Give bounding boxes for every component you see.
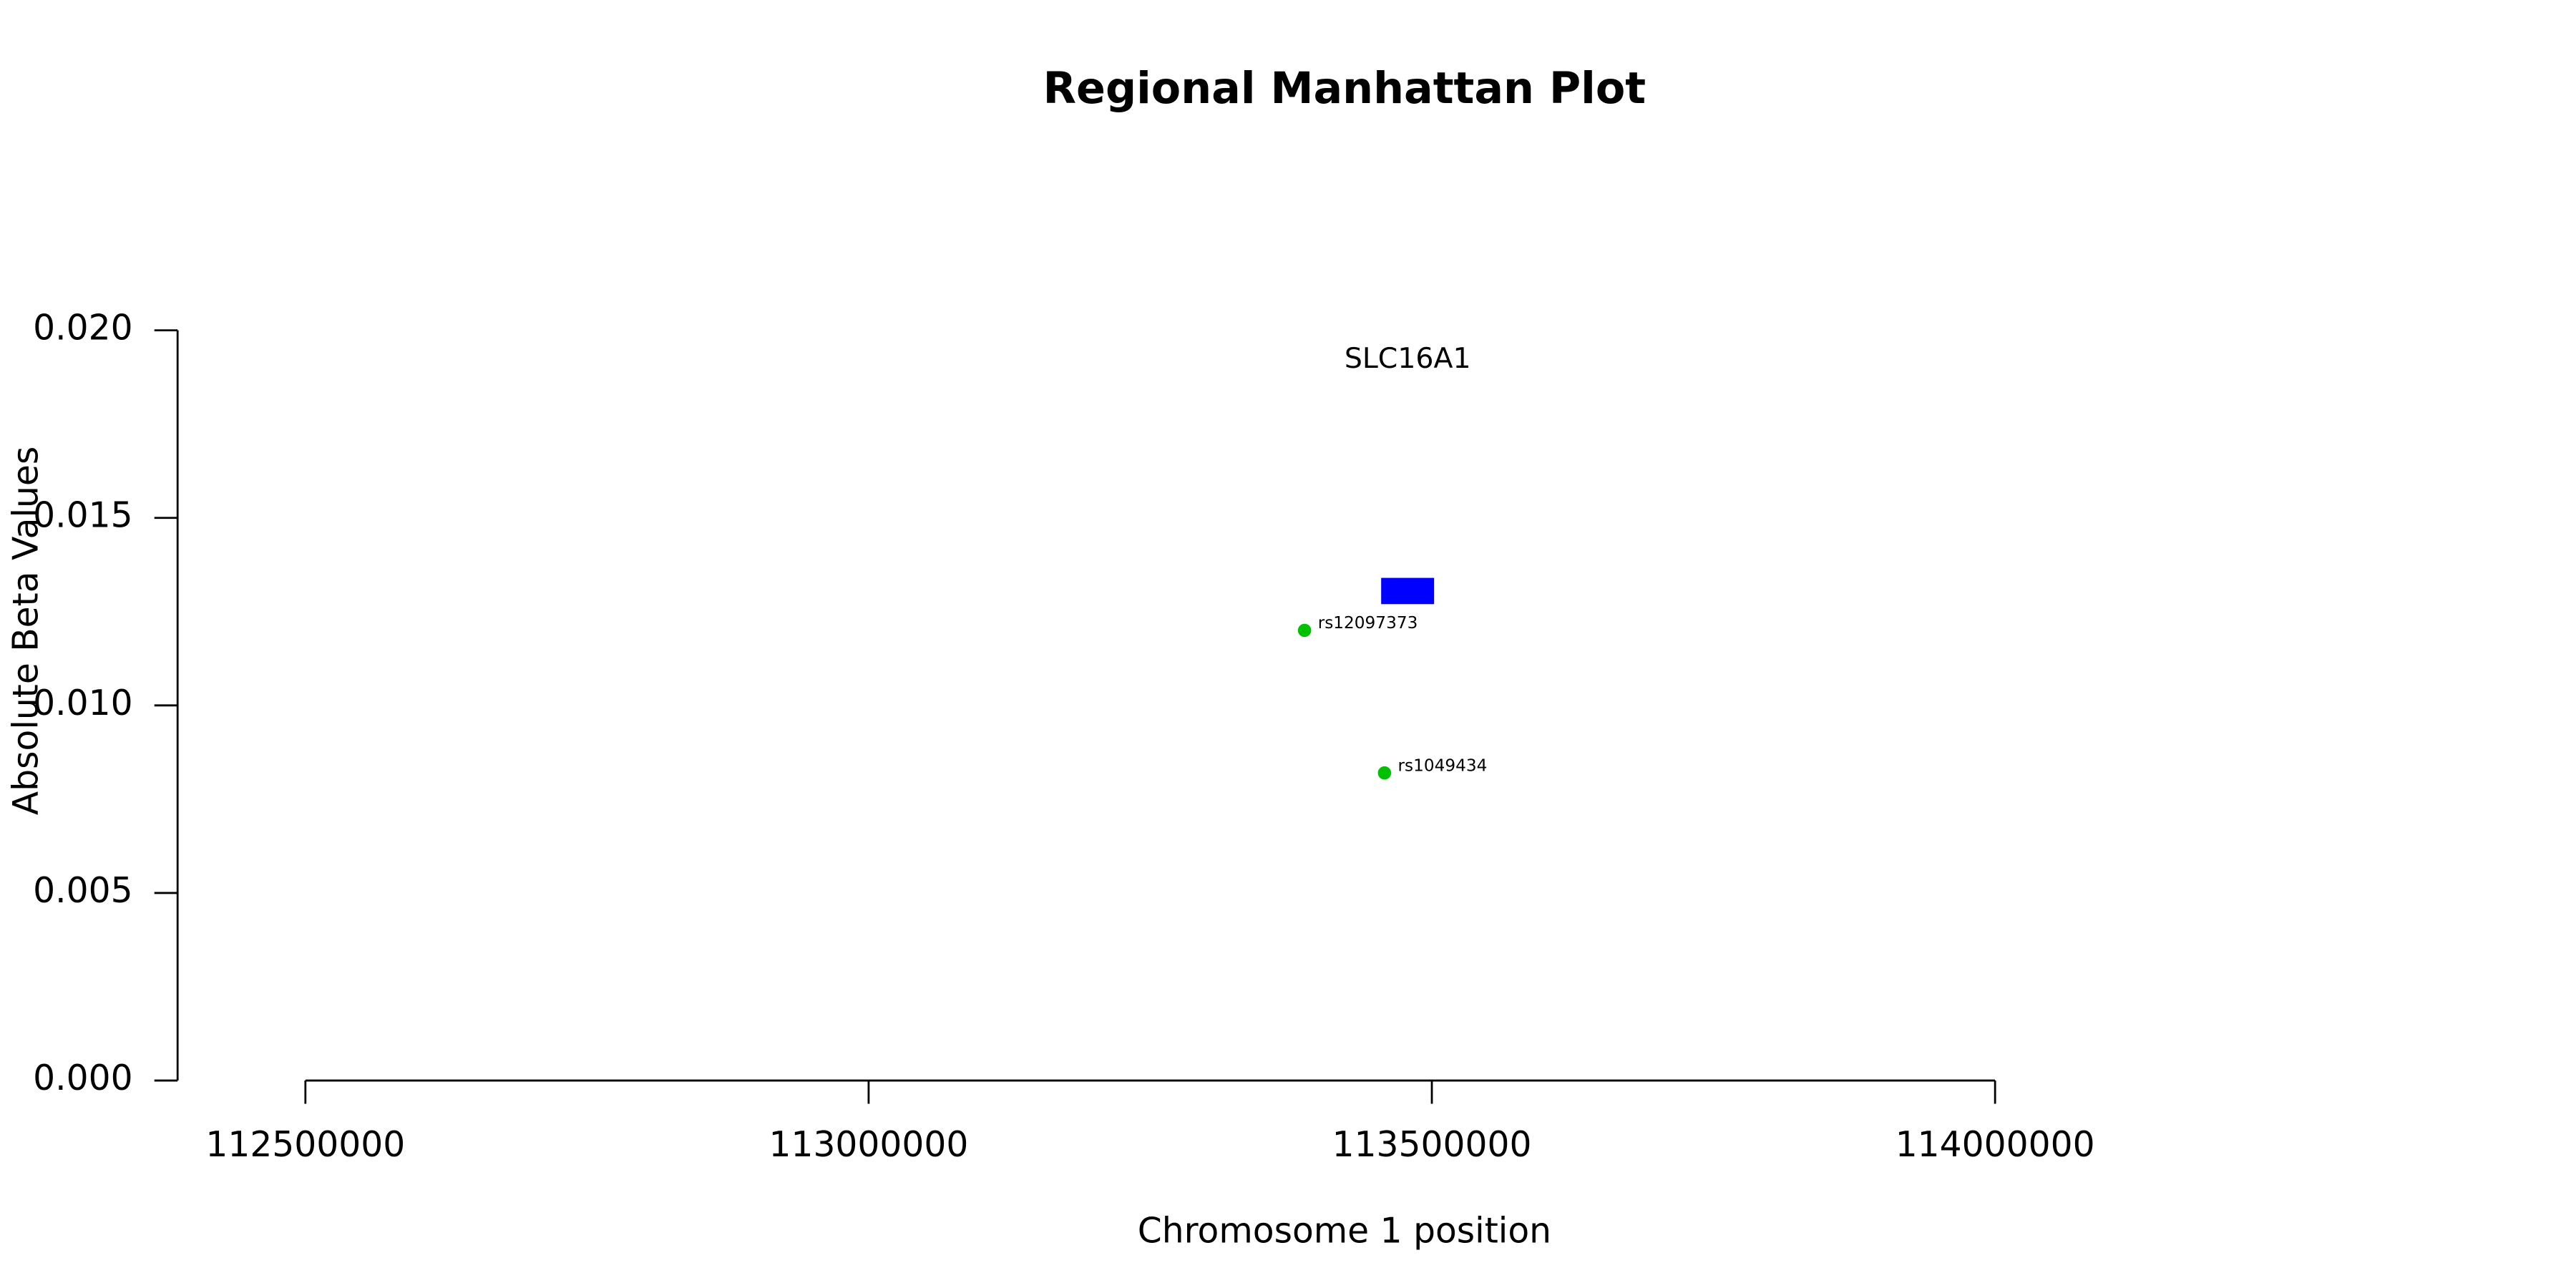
y-tick-label: 0.020 [33, 308, 132, 348]
x-tick-label: 112500000 [205, 1125, 405, 1165]
y-tick-label: 0.000 [33, 1058, 132, 1098]
point-label: rs1049434 [1397, 756, 1487, 775]
gene [1381, 577, 1435, 605]
y-tick-label: 0.015 [33, 496, 132, 536]
gene-label: SLC16A1 [1345, 342, 1471, 375]
chart-title: Regional Manhattan Plot [1043, 64, 1646, 114]
y-tick-label: 0.005 [33, 871, 132, 911]
x-tick-label: 113500000 [1332, 1125, 1532, 1165]
point [1377, 766, 1392, 780]
point [1297, 623, 1312, 638]
x-axis-label: Chromosome 1 position [1138, 1211, 1551, 1251]
point-label: rs12097373 [1318, 613, 1418, 633]
x-tick-label: 113000000 [769, 1125, 968, 1165]
y-tick-label: 0.010 [33, 683, 132, 723]
x-tick-label: 114000000 [1896, 1125, 2095, 1165]
y-axis-label: Absolute Beta Values [6, 447, 46, 815]
